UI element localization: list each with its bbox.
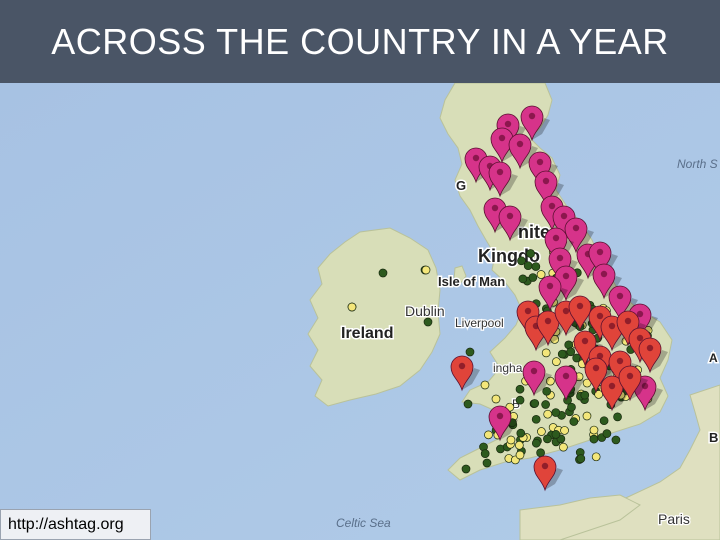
red-sighting-pin[interactable] — [618, 365, 648, 402]
green-sighting-dot[interactable] — [543, 434, 552, 444]
yellow-sighting-dot[interactable] — [506, 435, 516, 445]
paris-label: Paris — [658, 511, 690, 527]
green-sighting-dot[interactable] — [580, 390, 590, 400]
green-sighting-dot[interactable] — [526, 249, 535, 258]
green-sighting-dot[interactable] — [463, 399, 473, 409]
slide-title-bar: ACROSS THE COUNTRY IN A YEAR — [0, 0, 720, 83]
green-sighting-dot[interactable] — [602, 429, 612, 438]
ireland-landmass — [307, 227, 441, 407]
green-sighting-dot[interactable] — [543, 409, 553, 419]
yellow-sighting-dot[interactable] — [480, 380, 490, 390]
green-sighting-dot[interactable] — [599, 416, 609, 426]
green-sighting-dot[interactable] — [613, 412, 622, 422]
yellow-sighting-dot[interactable] — [541, 400, 550, 409]
green-sighting-dot[interactable] — [567, 402, 576, 412]
ireland-label: Ireland — [341, 325, 393, 342]
green-sighting-dot[interactable] — [552, 357, 561, 367]
yellow-sighting-dot[interactable] — [347, 302, 357, 312]
magenta-sighting-pin[interactable] — [554, 265, 584, 302]
yellow-sighting-dot[interactable] — [611, 435, 621, 445]
yellow-sighting-dot[interactable] — [546, 376, 555, 386]
yellow-sighting-dot[interactable] — [557, 349, 567, 359]
yellow-sighting-dot[interactable] — [594, 390, 604, 399]
magenta-sighting-pin[interactable] — [538, 275, 568, 312]
green-sighting-dot[interactable] — [559, 442, 568, 452]
green-sighting-dot[interactable] — [517, 256, 526, 266]
green-sighting-dot[interactable] — [482, 458, 492, 468]
yellow-sighting-dot[interactable] — [491, 394, 501, 404]
green-sighting-dot[interactable] — [378, 268, 388, 278]
b-label: B — [709, 430, 718, 445]
a-label: A — [709, 351, 718, 365]
green-sighting-dot[interactable] — [566, 347, 576, 357]
magenta-sighting-pin[interactable] — [498, 205, 528, 242]
yellow-sighting-dot[interactable] — [541, 348, 551, 358]
green-sighting-dot[interactable] — [582, 411, 592, 421]
green-sighting-dot[interactable] — [569, 417, 579, 426]
green-sighting-dot[interactable] — [465, 347, 475, 357]
green-sighting-dot[interactable] — [528, 273, 538, 282]
yellow-sighting-dot[interactable] — [421, 265, 431, 275]
yellow-sighting-dot[interactable] — [589, 425, 599, 435]
dublin-label: Dublin — [405, 303, 445, 319]
yellow-sighting-dot[interactable] — [515, 384, 525, 394]
north-sea-label: North S — [677, 157, 718, 171]
source-link-box[interactable]: http://ashtag.org — [0, 509, 151, 540]
yellow-sighting-dot[interactable] — [542, 386, 552, 396]
red-sighting-pin[interactable] — [533, 455, 563, 492]
red-sighting-pin[interactable] — [600, 375, 630, 412]
liverpool-label: Liverpool — [455, 316, 504, 330]
united-kingdom-label-1: nite — [518, 222, 550, 242]
red-sighting-pin[interactable] — [536, 310, 566, 347]
red-sighting-pin[interactable] — [450, 355, 480, 392]
yellow-sighting-dot[interactable] — [515, 450, 525, 460]
magenta-sighting-pin[interactable] — [488, 405, 518, 442]
sightings-map[interactable]: North S G nite Kingdo Isle of Man Dublin… — [0, 83, 720, 540]
magenta-sighting-pin[interactable] — [554, 365, 584, 402]
yellow-sighting-dot[interactable] — [516, 428, 526, 438]
green-sighting-dot[interactable] — [536, 448, 545, 458]
isle-of-man-landmass — [453, 265, 467, 285]
green-sighting-dot[interactable] — [514, 440, 524, 450]
france-coast-landmass — [519, 494, 641, 540]
magenta-sighting-pin[interactable] — [520, 105, 550, 142]
red-sighting-pin[interactable] — [638, 337, 668, 374]
yellow-sighting-dot[interactable] — [531, 262, 541, 271]
isle-of-man-label: Isle of Man — [438, 274, 505, 289]
yellow-sighting-dot[interactable] — [551, 408, 561, 417]
green-sighting-dot[interactable] — [461, 464, 471, 474]
magenta-sighting-pin[interactable] — [508, 133, 538, 170]
source-url[interactable]: http://ashtag.org — [8, 515, 124, 533]
green-sighting-dot[interactable] — [515, 395, 525, 405]
yellow-sighting-dot[interactable] — [480, 449, 490, 458]
green-sighting-dot[interactable] — [589, 434, 599, 444]
green-sighting-dot[interactable] — [536, 270, 546, 279]
green-sighting-dot[interactable] — [537, 427, 546, 436]
celtic-sea-label: Celtic Sea — [336, 516, 391, 530]
slide-title: ACROSS THE COUNTRY IN A YEAR — [51, 20, 669, 62]
magenta-sighting-pin[interactable] — [592, 263, 622, 300]
bristol-label: B — [512, 397, 520, 411]
magenta-sighting-pin[interactable] — [488, 161, 518, 198]
green-sighting-dot[interactable] — [484, 430, 493, 440]
green-sighting-dot[interactable] — [576, 454, 586, 463]
green-sighting-dot[interactable] — [530, 399, 540, 408]
yellow-sighting-dot[interactable] — [591, 452, 601, 462]
green-sighting-dot[interactable] — [551, 430, 561, 439]
birmingham-label: ingha — [493, 361, 523, 375]
green-sighting-dot[interactable] — [518, 274, 528, 284]
sighting-markers — [347, 105, 668, 492]
yellow-sighting-dot[interactable] — [523, 261, 533, 271]
yellow-sighting-dot[interactable] — [531, 438, 541, 448]
magenta-sighting-pin[interactable] — [522, 360, 552, 397]
green-sighting-dot[interactable] — [531, 414, 541, 424]
glasgow-label: G — [456, 178, 466, 193]
magenta-sighting-pin[interactable] — [633, 375, 663, 412]
europe-landmass — [559, 384, 720, 540]
green-sighting-dot[interactable] — [423, 317, 433, 327]
yellow-sighting-dot[interactable] — [560, 426, 569, 435]
